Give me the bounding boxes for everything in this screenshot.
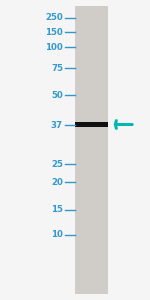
Text: 150: 150 [45, 28, 63, 37]
Text: 75: 75 [51, 64, 63, 73]
Text: 250: 250 [45, 14, 63, 22]
Bar [75, 6, 108, 294]
Text: 25: 25 [51, 160, 63, 169]
Text: 100: 100 [45, 43, 63, 52]
Text: 37: 37 [51, 121, 63, 130]
Text: 50: 50 [51, 91, 63, 100]
Text: 10: 10 [51, 230, 63, 239]
Bar [75, 122, 108, 127]
Text: 20: 20 [51, 178, 63, 187]
Text: 15: 15 [51, 206, 63, 214]
